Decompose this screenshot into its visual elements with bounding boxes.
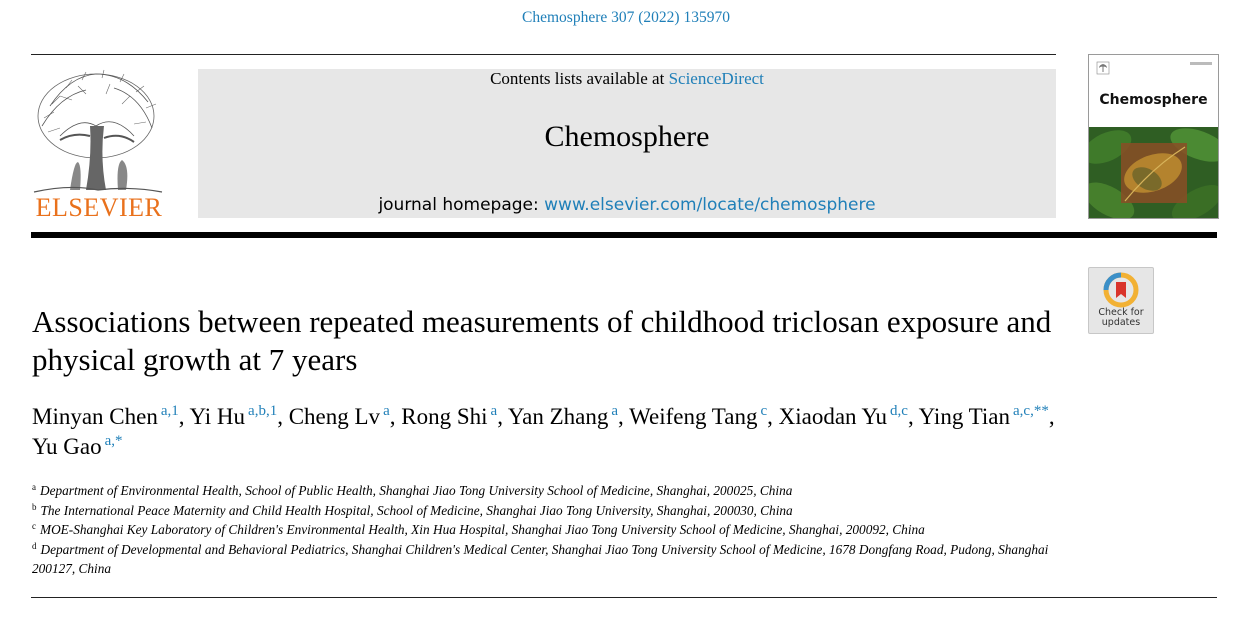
affiliation-label: d (32, 540, 37, 551)
author-separator: , (389, 404, 402, 429)
author-affiliation-marks[interactable]: a,b,1 (248, 403, 278, 419)
author-entry: Xiaodan Yu d,c (778, 403, 908, 430)
affiliation-list: a Department of Environmental Health, Sch… (32, 481, 1092, 579)
author-name[interactable]: Yu Gao (32, 434, 102, 459)
author-affiliation-marks[interactable]: d,c (890, 403, 908, 419)
elsevier-mini-logo-icon (1096, 61, 1110, 75)
affiliation-label: a (32, 482, 36, 492)
elsevier-tree-logo[interactable] (30, 66, 166, 222)
affiliation-label: b (32, 501, 37, 512)
affiliation-item: c MOE-Shanghai Key Laboratory of Children… (32, 520, 1092, 540)
header-thick-rule (31, 232, 1217, 238)
journal-homepage-link[interactable]: www.elsevier.com/locate/chemosphere (544, 195, 876, 215)
check-for-updates-icon (1103, 272, 1139, 308)
affiliation-label: c (32, 521, 36, 531)
author-affiliation-marks[interactable]: a,* (104, 433, 123, 449)
affiliation-text: MOE-Shanghai Key Laboratory of Children'… (40, 522, 925, 537)
sciencedirect-link[interactable]: ScienceDirect (668, 69, 764, 88)
author-name[interactable]: Ying Tian (918, 404, 1010, 429)
homepage-prefix: journal homepage: (378, 195, 545, 215)
article-title: Associations between repeated measuremen… (32, 304, 1052, 377)
author-separator: , (497, 404, 508, 429)
author-name[interactable]: Cheng Lv (288, 404, 381, 429)
affiliation-text: The International Peace Maternity and Ch… (40, 502, 793, 518)
author-name[interactable]: Rong Shi (401, 404, 488, 429)
author-affiliation-marks[interactable]: a (611, 403, 619, 419)
author-affiliation-marks[interactable]: a (490, 403, 498, 419)
author-entry: Rong Shi a (401, 403, 498, 430)
contents-prefix: Contents lists available at (490, 69, 669, 88)
author-entry: Minyan Chen a,1 (32, 403, 179, 430)
affiliation-item: d Department of Developmental and Behavio… (32, 540, 1092, 579)
header-bottom-rule (31, 597, 1217, 598)
affiliation-text: Department of Environmental Health, Scho… (40, 483, 793, 498)
affiliation-text: Department of Developmental and Behavior… (32, 541, 1049, 577)
author-name[interactable]: Yan Zhang (507, 404, 609, 429)
author-separator: , (178, 404, 190, 429)
cover-issn-mark (1190, 62, 1212, 65)
author-entry: Weifeng Tang c (629, 403, 768, 430)
author-name[interactable]: Yi Hu (189, 404, 246, 429)
journal-cover-thumbnail[interactable]: Chemosphere (1088, 54, 1219, 219)
author-name[interactable]: Xiaodan Yu (778, 404, 888, 429)
contents-line: Contents lists available at ScienceDirec… (198, 69, 1056, 89)
author-separator: , (767, 404, 779, 429)
author-affiliation-marks[interactable]: a,c,** (1013, 403, 1049, 419)
author-separator: , (907, 404, 919, 429)
affiliation-item: a Department of Environmental Health, Sch… (32, 481, 1092, 501)
author-name[interactable]: Minyan Chen (32, 404, 158, 429)
check-for-updates-label: Check for updates (1089, 308, 1153, 328)
author-affiliation-marks[interactable]: a,1 (160, 403, 179, 419)
cover-journal-title: Chemosphere (1099, 92, 1208, 108)
journal-banner: Contents lists available at ScienceDirec… (198, 69, 1056, 218)
author-entry: Ying Tian a,c,** (918, 403, 1049, 430)
citation-text[interactable]: Chemosphere 307 (2022) 135970 (522, 9, 730, 26)
author-affiliation-marks[interactable]: c (760, 403, 768, 419)
author-entry: Yan Zhang a (507, 403, 619, 430)
header-rule (31, 54, 1056, 55)
author-list: Minyan Chen a,1, Yi Hu a,b,1, Cheng Lv a, R… (32, 402, 1072, 462)
author-name[interactable]: Weifeng Tang (629, 404, 758, 429)
author-entry: Cheng Lv a (288, 403, 390, 430)
author-entry: Yi Hu a,b,1 (189, 403, 278, 430)
author-affiliation-marks[interactable]: a (383, 403, 390, 419)
homepage-line: journal homepage: www.elsevier.com/locat… (198, 195, 1056, 215)
author-separator: , (618, 404, 630, 429)
author-entry: Yu Gao a,* (32, 433, 123, 460)
affiliation-item: b The International Peace Maternity and C… (32, 501, 1092, 521)
cover-leaf-image (1089, 127, 1218, 218)
elsevier-wordmark[interactable]: ELSEVIER (35, 193, 163, 222)
check-label-line1: Check for (1098, 307, 1144, 318)
journal-citation[interactable]: Chemosphere 307 (2022) 135970 (0, 9, 1252, 27)
author-separator: , (1048, 404, 1055, 429)
journal-name: Chemosphere (544, 120, 710, 153)
author-separator: , (277, 404, 289, 429)
check-label-line2: updates (1101, 317, 1141, 328)
check-for-updates-button[interactable]: Check for updates (1088, 267, 1154, 334)
